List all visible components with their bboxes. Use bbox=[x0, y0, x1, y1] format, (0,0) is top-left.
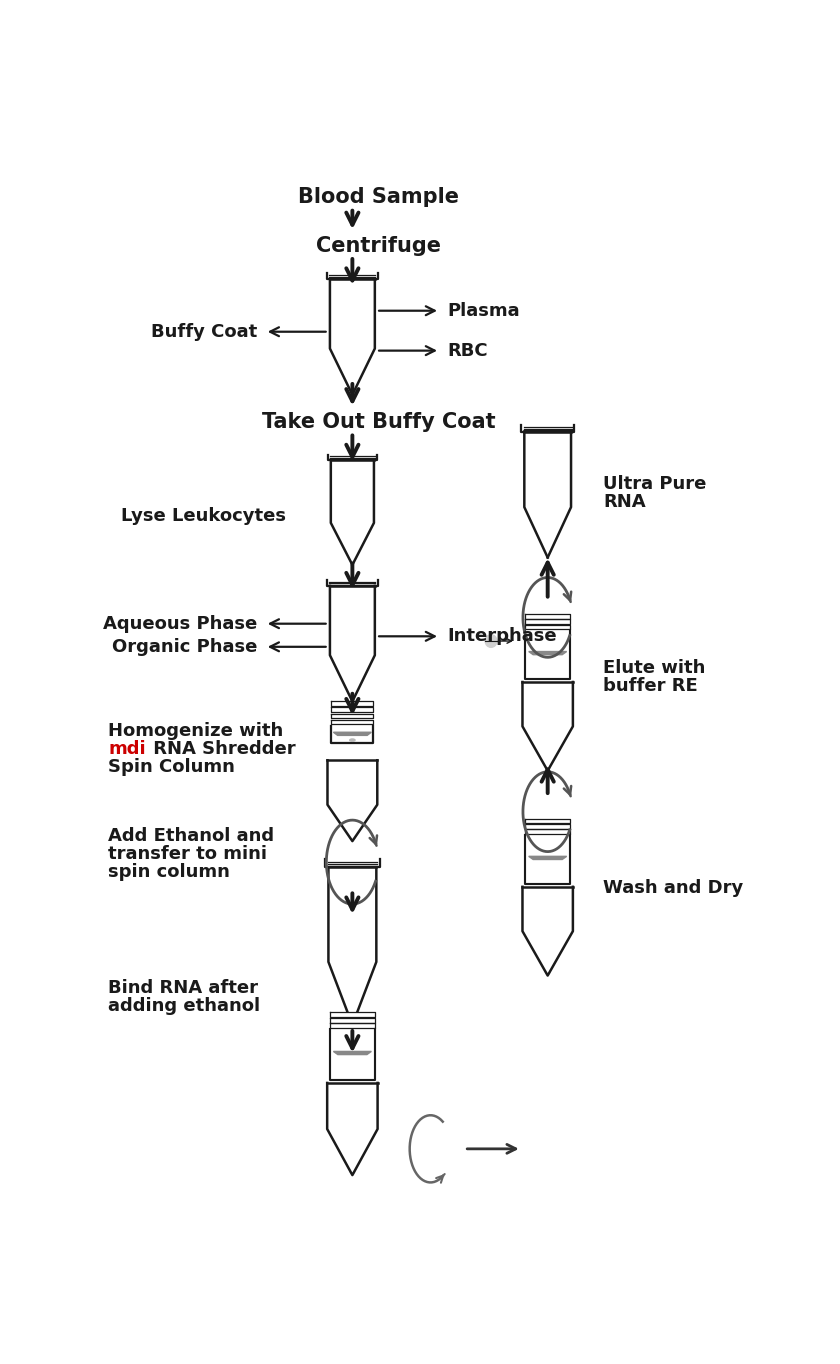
Bar bbox=[328, 868, 376, 962]
Text: Bind RNA after: Bind RNA after bbox=[108, 979, 258, 997]
Text: Add Ethanol and: Add Ethanol and bbox=[108, 827, 275, 844]
Polygon shape bbox=[330, 655, 375, 701]
Ellipse shape bbox=[349, 739, 355, 742]
Text: Spin Column: Spin Column bbox=[108, 757, 235, 776]
Text: spin column: spin column bbox=[108, 862, 230, 881]
Polygon shape bbox=[338, 536, 367, 565]
Bar bbox=[331, 460, 374, 522]
Bar bbox=[521, 426, 575, 431]
Polygon shape bbox=[330, 600, 375, 657]
Bar bbox=[330, 280, 375, 349]
Ellipse shape bbox=[349, 835, 355, 839]
Bar bbox=[327, 580, 378, 587]
Text: RNA Shredder: RNA Shredder bbox=[147, 739, 296, 757]
Polygon shape bbox=[327, 1083, 378, 1176]
Polygon shape bbox=[331, 657, 374, 670]
Polygon shape bbox=[331, 476, 374, 536]
Bar bbox=[525, 625, 570, 629]
Bar bbox=[525, 829, 570, 835]
Polygon shape bbox=[330, 349, 375, 394]
Bar bbox=[525, 630, 570, 679]
Polygon shape bbox=[331, 522, 374, 565]
Bar bbox=[331, 720, 374, 724]
Polygon shape bbox=[333, 1052, 371, 1054]
Bar bbox=[327, 273, 378, 280]
Polygon shape bbox=[528, 652, 567, 655]
Polygon shape bbox=[528, 857, 567, 859]
Bar bbox=[525, 818, 570, 824]
Text: Centrifuge: Centrifuge bbox=[316, 236, 441, 255]
Bar bbox=[330, 1028, 375, 1080]
Text: Organic Phase: Organic Phase bbox=[112, 638, 257, 656]
Bar bbox=[325, 859, 380, 868]
Polygon shape bbox=[340, 370, 365, 394]
Text: mdi: mdi bbox=[108, 739, 146, 757]
Text: Lyse Leukocytes: Lyse Leukocytes bbox=[121, 506, 286, 525]
Text: Aqueous Phase: Aqueous Phase bbox=[102, 615, 257, 633]
Bar bbox=[525, 824, 570, 829]
Bar bbox=[331, 713, 374, 719]
Polygon shape bbox=[328, 760, 377, 842]
Text: Homogenize with: Homogenize with bbox=[108, 722, 284, 739]
Bar bbox=[328, 454, 377, 460]
Text: Plasma: Plasma bbox=[448, 301, 520, 319]
Polygon shape bbox=[333, 732, 371, 735]
Text: Elute with: Elute with bbox=[603, 659, 706, 677]
Text: adding ethanol: adding ethanol bbox=[108, 997, 260, 1015]
Text: Blood Sample: Blood Sample bbox=[298, 187, 459, 207]
Polygon shape bbox=[524, 450, 571, 529]
Polygon shape bbox=[328, 962, 376, 1024]
Text: Take Out Buffy Coat: Take Out Buffy Coat bbox=[261, 412, 496, 432]
Bar bbox=[331, 708, 374, 712]
Polygon shape bbox=[522, 887, 573, 975]
Polygon shape bbox=[337, 670, 368, 701]
Polygon shape bbox=[538, 756, 557, 769]
Bar bbox=[331, 726, 374, 743]
Polygon shape bbox=[522, 682, 573, 771]
Text: Interphase: Interphase bbox=[448, 627, 558, 645]
Bar bbox=[525, 619, 570, 623]
Bar bbox=[330, 587, 375, 655]
Bar bbox=[330, 1012, 375, 1018]
Bar bbox=[331, 701, 374, 707]
Text: Buffy Coat: Buffy Coat bbox=[150, 323, 257, 341]
Text: RNA: RNA bbox=[603, 492, 646, 512]
Polygon shape bbox=[328, 790, 377, 839]
Polygon shape bbox=[524, 507, 571, 558]
Text: RBC: RBC bbox=[448, 341, 488, 360]
Ellipse shape bbox=[486, 634, 497, 648]
Polygon shape bbox=[328, 922, 376, 1024]
Bar bbox=[525, 614, 570, 618]
Text: transfer to mini: transfer to mini bbox=[108, 844, 267, 862]
Polygon shape bbox=[538, 960, 557, 974]
Polygon shape bbox=[335, 360, 370, 370]
Polygon shape bbox=[535, 529, 560, 558]
Bar bbox=[330, 1023, 375, 1028]
Text: buffer RE: buffer RE bbox=[603, 677, 698, 694]
Ellipse shape bbox=[545, 970, 550, 974]
Polygon shape bbox=[328, 891, 376, 922]
Polygon shape bbox=[330, 291, 375, 360]
Bar bbox=[525, 835, 570, 884]
Text: Wash and Dry: Wash and Dry bbox=[603, 880, 743, 898]
Text: Ultra Pure: Ultra Pure bbox=[603, 475, 706, 492]
Bar bbox=[524, 431, 571, 507]
Ellipse shape bbox=[350, 1169, 354, 1173]
Ellipse shape bbox=[545, 765, 550, 769]
Bar bbox=[330, 1018, 375, 1023]
Polygon shape bbox=[344, 1159, 361, 1174]
